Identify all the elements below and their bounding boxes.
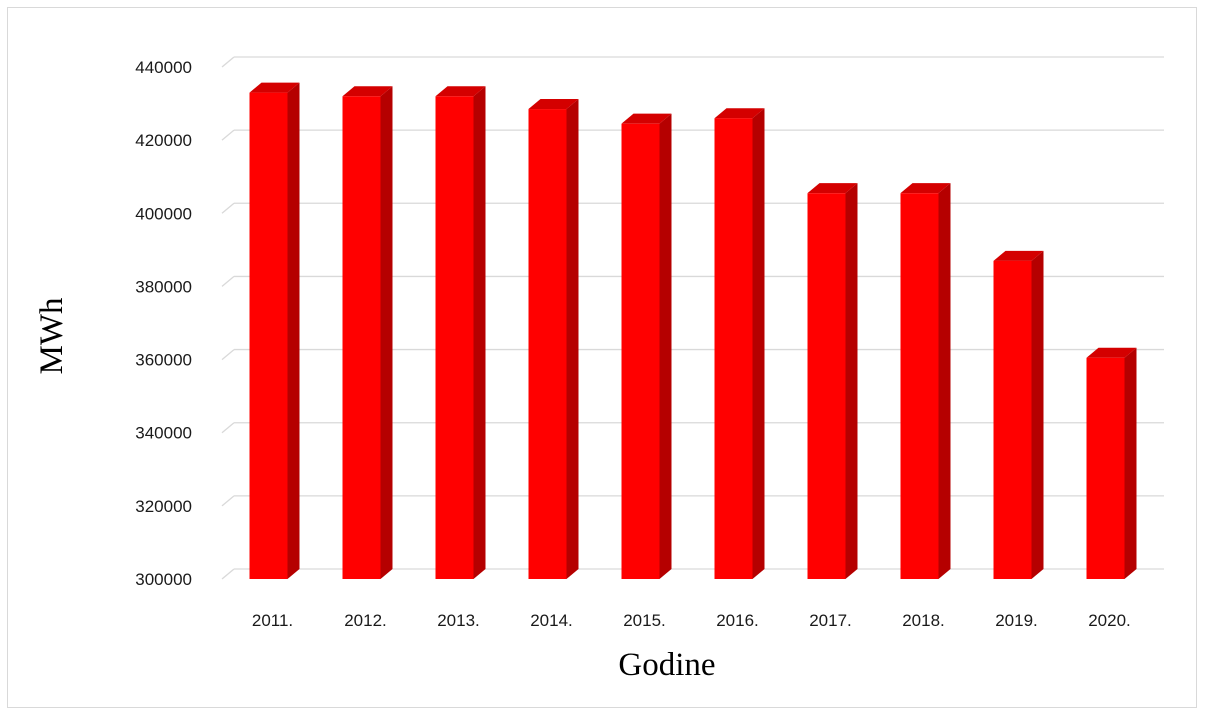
- y-tick-label: 400000: [135, 204, 192, 223]
- x-tick-label: 2018.: [902, 611, 945, 630]
- bar-top: [621, 113, 672, 124]
- bar: [528, 99, 579, 580]
- bar-side: [845, 183, 858, 579]
- bar: [249, 82, 300, 579]
- bar-side: [1031, 250, 1044, 580]
- x-tick-label: 2011.: [252, 611, 293, 630]
- bar: [714, 108, 765, 579]
- bar-front: [1086, 357, 1125, 579]
- bar-top: [900, 183, 951, 194]
- bar-top: [528, 99, 579, 110]
- bar: [435, 86, 486, 579]
- y-tick-label: 380000: [135, 277, 192, 296]
- bar-side: [659, 113, 672, 579]
- y-tick-label: 320000: [135, 497, 192, 516]
- y-tick-label: 300000: [135, 570, 192, 589]
- bar-front: [900, 193, 939, 579]
- bar-side: [752, 108, 765, 579]
- bar: [621, 113, 672, 579]
- bar-top: [435, 86, 486, 97]
- gridline-floor-edge: [221, 56, 235, 68]
- bar-top: [714, 108, 765, 119]
- gridline-floor-edge: [221, 495, 235, 507]
- x-tick-label: 2012.: [344, 611, 387, 630]
- bar-front: [807, 193, 846, 579]
- x-tick-label: 2013.: [437, 611, 480, 630]
- bar-top: [1086, 347, 1137, 358]
- bar-front: [342, 96, 381, 579]
- x-tick-label: 2016.: [716, 611, 759, 630]
- bar-side: [473, 86, 486, 579]
- bar-front: [435, 96, 474, 579]
- gridline-floor-edge: [221, 568, 235, 580]
- y-axis-ticks: 300000 320000 340000 360000 380000 400000 4200…: [135, 58, 192, 589]
- x-tick-label: 2019.: [995, 611, 1038, 630]
- x-axis-title: Godine: [618, 647, 715, 683]
- bar-front: [621, 123, 660, 579]
- bar: [342, 86, 393, 579]
- gridline-floor-edge: [221, 349, 235, 361]
- bar-side: [1124, 347, 1137, 579]
- x-tick-label: 2015.: [623, 611, 666, 630]
- bar-side: [566, 99, 579, 580]
- bar-top: [993, 250, 1044, 261]
- bar-front: [528, 109, 567, 580]
- gridline-floor-edge: [221, 422, 235, 434]
- bar-front: [993, 260, 1032, 579]
- bar: [993, 250, 1044, 580]
- bar-top: [249, 82, 300, 93]
- x-axis-ticks: 2011. 2012. 2013. 2014. 2015. 2016. 2017. 2018.…: [252, 611, 1131, 630]
- bar-front: [249, 92, 288, 579]
- bar-top: [342, 86, 393, 97]
- y-tick-label: 340000: [135, 424, 192, 443]
- bar: [1086, 347, 1137, 579]
- y-axis-title: MWh: [34, 297, 70, 374]
- x-tick-label: 2014.: [530, 611, 573, 630]
- bar-side: [287, 82, 300, 579]
- bar: [900, 183, 951, 579]
- x-tick-label: 2017.: [809, 611, 852, 630]
- bar-front: [714, 118, 753, 579]
- bars: [249, 82, 1137, 580]
- bar-side: [380, 86, 393, 579]
- bar-top: [807, 183, 858, 194]
- bar: [807, 183, 858, 579]
- gridline-floor-edge: [221, 275, 235, 287]
- bar-side: [938, 183, 951, 579]
- y-tick-label: 360000: [135, 351, 192, 370]
- gridline-floor-edge: [221, 129, 235, 141]
- gridline-floor-edge: [221, 202, 235, 214]
- y-tick-label: 420000: [135, 131, 192, 150]
- x-tick-label: 2020.: [1088, 611, 1131, 630]
- y-tick-label: 440000: [135, 58, 192, 77]
